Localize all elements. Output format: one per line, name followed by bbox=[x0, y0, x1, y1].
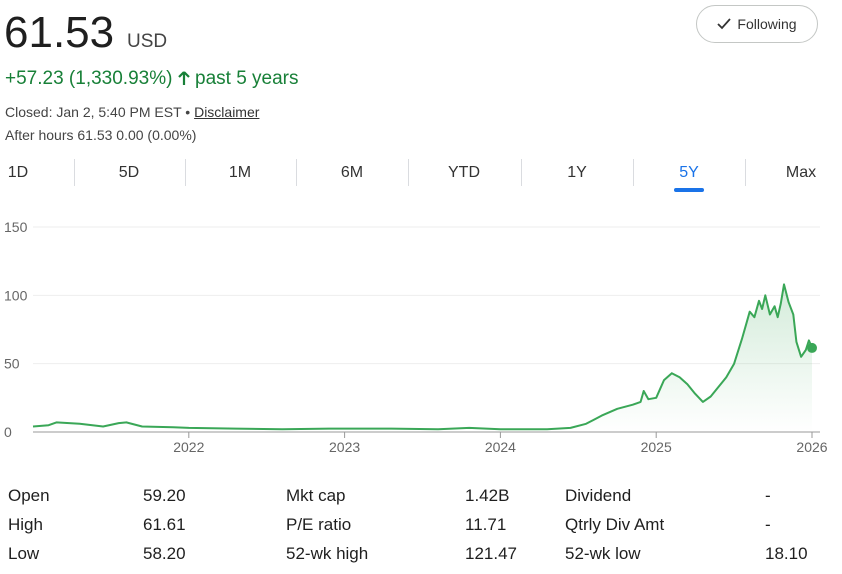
price-line bbox=[32, 283, 813, 431]
stat-label: P/E ratio bbox=[286, 515, 352, 534]
tab-separator bbox=[296, 159, 297, 186]
tab-separator bbox=[520, 159, 522, 186]
follow-button[interactable]: Following bbox=[696, 5, 818, 43]
stat-value: 59.20 bbox=[143, 486, 186, 505]
range-tab[interactable]: 6M bbox=[340, 164, 364, 181]
range-tab[interactable]: 5Y bbox=[679, 164, 699, 181]
x-tick-label: 2026 bbox=[796, 439, 827, 455]
last-price-dot bbox=[807, 342, 817, 353]
x-tick-label: 2022 bbox=[173, 439, 204, 455]
stat-label: Mkt cap bbox=[286, 486, 346, 505]
x-tick-label: 2025 bbox=[641, 439, 672, 455]
change-value: +57.23 (1,330.93%) bbox=[5, 68, 173, 89]
selected-indicator bbox=[674, 188, 704, 192]
x-tick-label: 2024 bbox=[485, 439, 516, 455]
stat-label: High bbox=[8, 515, 43, 534]
range-tab[interactable]: Max bbox=[785, 164, 817, 181]
stat-value: - bbox=[765, 486, 771, 505]
stat-value: 11.71 bbox=[465, 515, 507, 534]
stat-value: 121.47 bbox=[465, 544, 517, 563]
follow-label: Following bbox=[737, 16, 797, 32]
stat-label: Open bbox=[8, 486, 50, 505]
period: past 5 years bbox=[195, 68, 299, 89]
change: +57.23 (1,330.93%) past 5 years bbox=[5, 68, 299, 90]
stat-value: 58.20 bbox=[143, 544, 186, 563]
price-area bbox=[33, 284, 812, 432]
y-tick-label: 0 bbox=[4, 424, 12, 440]
after-hours: After hours 61.53 0.00 (0.00%) bbox=[5, 127, 197, 143]
price: 61.53 bbox=[4, 8, 115, 57]
currency: USD bbox=[127, 31, 168, 52]
stat-value: 18.10 bbox=[765, 544, 808, 563]
closed-text: Closed: Jan 2, 5:40 PM EST bbox=[5, 104, 182, 120]
range-tab[interactable]: 1M bbox=[228, 164, 252, 181]
closed-info: Closed: Jan 2, 5:40 PM EST • Disclaimer bbox=[5, 104, 259, 120]
separator: • bbox=[185, 104, 191, 120]
tab-separator bbox=[633, 159, 634, 186]
tab-separator bbox=[745, 159, 746, 186]
range-tab[interactable]: 5D bbox=[118, 164, 140, 181]
stat-label: 52-wk low bbox=[565, 544, 641, 563]
stat-label: Dividend bbox=[565, 486, 632, 505]
y-tick-label: 150 bbox=[4, 219, 28, 235]
stat-label: Low bbox=[8, 544, 40, 563]
tab-separator bbox=[408, 159, 409, 186]
check-icon bbox=[717, 18, 732, 30]
up-arrow bbox=[177, 71, 190, 85]
range-tab[interactable]: 1D bbox=[7, 164, 29, 181]
y-tick-label: 50 bbox=[4, 356, 20, 372]
range-tab[interactable]: YTD bbox=[448, 164, 480, 181]
stat-label: 52-wk high bbox=[286, 544, 369, 563]
chart: 0 50 100 150 2022 2023 2024 2025 2026 bbox=[4, 219, 828, 455]
y-tick-label: 100 bbox=[4, 287, 28, 303]
stat-value: 1.42B bbox=[465, 486, 510, 505]
x-tick-label: 2023 bbox=[329, 439, 360, 455]
stat-label: Qtrly Div Amt bbox=[565, 515, 665, 534]
stat-value: 61.61 bbox=[143, 515, 186, 534]
tab-separator bbox=[184, 159, 186, 186]
disclaimer-link[interactable]: Disclaimer bbox=[194, 104, 260, 120]
stat-value: - bbox=[765, 515, 771, 534]
range-tab[interactable]: 1Y bbox=[567, 164, 587, 181]
tab-separator bbox=[73, 159, 75, 186]
